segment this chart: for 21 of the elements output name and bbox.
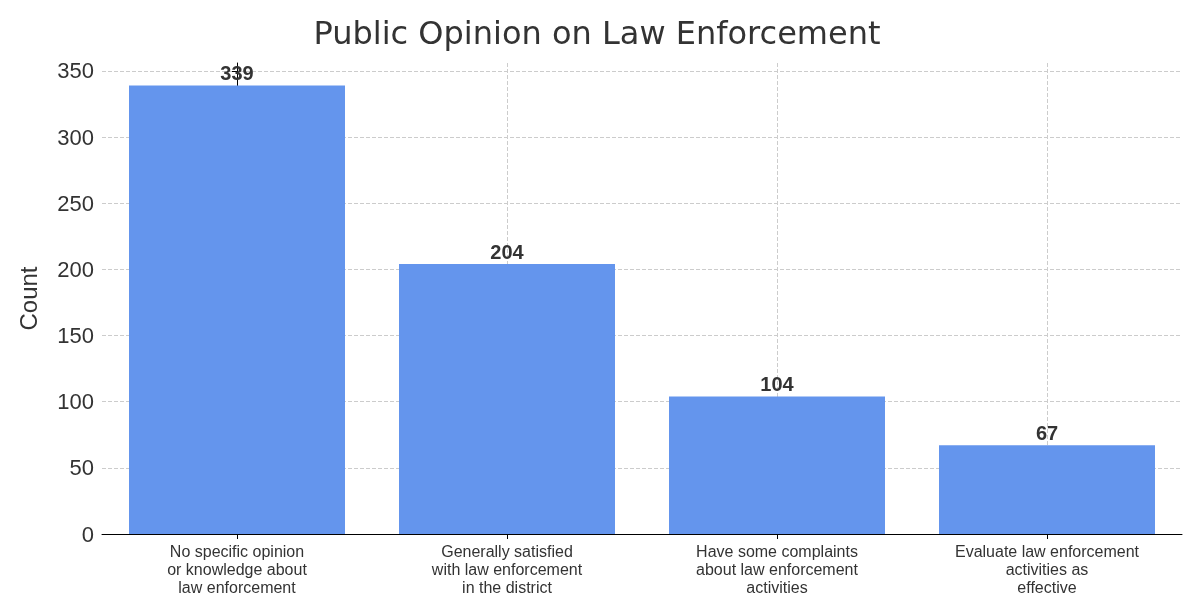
y-tick-label: 50 xyxy=(69,455,94,481)
x-tick-label: Generally satisfied with law enforcement in the district xyxy=(430,542,583,596)
y-tick-label: 250 xyxy=(57,190,94,216)
bar xyxy=(399,264,615,534)
x-tick-label: Evaluate law enforcement activities as effective xyxy=(954,542,1140,596)
data-label: 67 xyxy=(1035,422,1059,445)
y-axis-title: Count xyxy=(14,266,42,331)
data-label: 204 xyxy=(490,241,525,264)
y-tick-label: 150 xyxy=(57,323,94,349)
bar xyxy=(939,445,1155,534)
y-tick-label: 200 xyxy=(57,256,94,282)
y-tick-label: 0 xyxy=(81,521,94,547)
x-tick-label: Have some complaints about law enforcement activities xyxy=(696,542,859,596)
data-label: 104 xyxy=(760,373,795,396)
x-tick-label: No specific opinion or knowledge about law enforcement xyxy=(167,542,308,596)
y-tick-label: 100 xyxy=(57,389,94,415)
y-tick-label: 300 xyxy=(57,124,94,150)
chart-title: Public Opinion on Law Enforcement xyxy=(313,14,881,52)
bar xyxy=(669,396,885,534)
y-tick-label: 350 xyxy=(57,58,94,84)
bar xyxy=(129,85,345,534)
